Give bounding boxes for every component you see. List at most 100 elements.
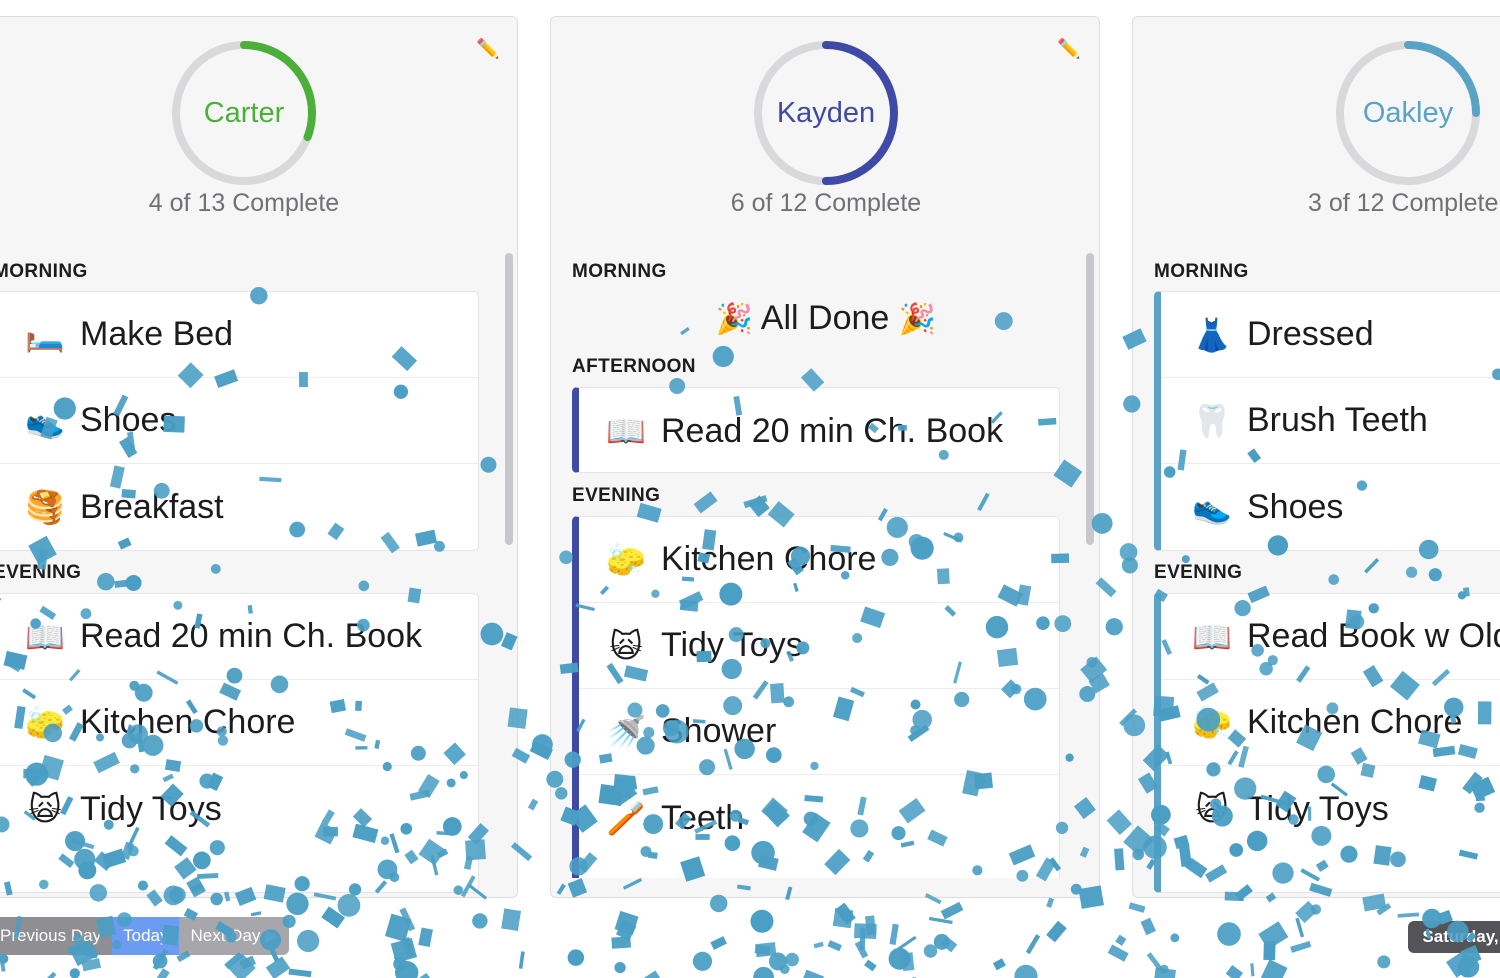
task-item[interactable]: 🙀 Tidy Toys xyxy=(0,766,478,852)
confetti-piece xyxy=(813,941,824,949)
task-item[interactable]: 🛏️ Make Bed xyxy=(0,292,478,378)
progress-ring-arc xyxy=(754,41,898,185)
scrollbar[interactable] xyxy=(505,253,513,545)
confetti-piece xyxy=(1128,902,1146,913)
confetti-piece xyxy=(45,971,57,978)
confetti-piece xyxy=(834,902,856,925)
confetti-piece xyxy=(1457,956,1480,978)
task-label: Read Book w Old xyxy=(1247,617,1500,655)
task-label: Kitchen Chore xyxy=(1247,703,1463,741)
task-item[interactable]: 🧽 Kitchen Chore xyxy=(579,517,1059,603)
task-item[interactable]: 📖 Read Book w Old xyxy=(1161,594,1500,680)
next-day-button[interactable]: Next Day ▶ xyxy=(179,917,290,955)
task-item[interactable]: 🧽 Kitchen Chore xyxy=(1161,680,1500,766)
confetti-piece xyxy=(250,911,262,917)
confetti-piece xyxy=(1295,900,1318,924)
child-name: Oakley xyxy=(1362,96,1454,129)
task-label: Brush Teeth xyxy=(1247,401,1428,439)
progress-ring: Kayden xyxy=(750,37,902,189)
task-item[interactable]: 👟 Shoes xyxy=(0,378,478,464)
confetti-piece xyxy=(753,966,774,978)
previous-day-button[interactable]: Previous Day xyxy=(0,917,113,955)
confetti-piece xyxy=(1025,934,1041,955)
confetti-piece xyxy=(1115,934,1127,946)
task-item[interactable]: 🪥 Teeth xyxy=(579,775,1059,861)
confetti-piece xyxy=(1377,955,1391,969)
confetti-piece xyxy=(1258,921,1289,950)
confetti-piece xyxy=(297,929,320,953)
confetti-piece xyxy=(614,961,626,974)
progress-ring-graphic xyxy=(1336,41,1480,185)
confetti-piece xyxy=(1263,941,1276,961)
confetti-piece xyxy=(395,960,419,978)
current-date-label: Saturday, No xyxy=(1408,921,1500,953)
progress-ring: Carter xyxy=(168,37,320,189)
task-label: Kitchen Chore xyxy=(80,703,296,741)
task-list-evening: 📖 Read Book w Old 🧽 Kitchen Chore 🙀 Tidy… xyxy=(1154,593,1500,893)
tooth-icon: 🦷 xyxy=(1192,402,1232,439)
confetti-piece xyxy=(940,936,958,953)
confetti-piece xyxy=(288,968,312,978)
confetti-piece xyxy=(1397,912,1420,918)
confetti-piece xyxy=(518,951,525,969)
confetti-piece xyxy=(227,953,256,978)
section-header-morning: MORNING xyxy=(1154,261,1249,282)
confetti-piece xyxy=(1376,902,1392,916)
task-item[interactable]: 👗 Dressed xyxy=(1161,292,1500,378)
task-list-morning: 👗 Dressed 🦷 Brush Teeth 👟 Shoes xyxy=(1154,291,1500,551)
confetti-piece xyxy=(472,913,488,929)
confetti-piece xyxy=(1014,964,1038,978)
party-popper-icon: 🎉 xyxy=(898,303,937,336)
confetti-piece xyxy=(393,955,408,969)
book-icon: 📖 xyxy=(25,618,65,655)
task-label: Tidy Toys xyxy=(80,789,222,828)
task-item[interactable]: 🥞 Breakfast xyxy=(0,464,478,550)
confetti-piece xyxy=(1295,917,1305,938)
completion-summary: 4 of 13 Complete xyxy=(148,189,340,217)
confetti-piece xyxy=(615,919,637,941)
section-header-evening: EVENING xyxy=(0,562,82,583)
sponge-icon: 🧽 xyxy=(606,541,646,578)
confetti-piece xyxy=(750,909,774,933)
task-item[interactable]: 🧽 Kitchen Chore xyxy=(0,680,478,766)
confetti-piece xyxy=(402,936,414,957)
confetti-piece xyxy=(933,933,950,950)
confetti-piece xyxy=(1159,964,1169,974)
pencil-icon[interactable]: ✏️ xyxy=(476,39,500,60)
task-item[interactable]: 🦷 Brush Teeth xyxy=(1161,378,1500,464)
task-item[interactable]: 📖 Read 20 min Ch. Book xyxy=(0,594,478,680)
sponge-icon: 🧽 xyxy=(1192,704,1232,741)
confetti-piece xyxy=(1217,922,1241,946)
task-item[interactable]: 👟 Shoes xyxy=(1161,464,1500,550)
section-header-afternoon: AFTERNOON xyxy=(572,356,696,377)
confetti-piece xyxy=(1046,897,1055,908)
confetti-piece xyxy=(1046,920,1067,943)
shoe-icon: 👟 xyxy=(1192,489,1232,525)
task-item[interactable]: 🙀 Tidy Toys xyxy=(1161,766,1500,852)
confetti-piece xyxy=(1106,809,1133,836)
today-button[interactable]: Today xyxy=(112,917,180,955)
all-done-label: All Done xyxy=(760,299,890,337)
book-icon: 📖 xyxy=(1192,618,1232,655)
task-label: Shoes xyxy=(80,401,177,439)
shower-icon: 🚿 xyxy=(606,713,646,750)
task-label: Tidy Toys xyxy=(1247,789,1389,828)
section-header-evening: EVENING xyxy=(572,485,661,506)
confetti-piece xyxy=(888,947,911,970)
confetti-piece xyxy=(1250,963,1255,977)
sponge-icon: 🧽 xyxy=(25,704,65,741)
task-item[interactable]: 🚿 Shower xyxy=(579,689,1059,775)
task-label: Read 20 min Ch. Book xyxy=(80,617,423,655)
progress-ring-arc xyxy=(1336,41,1480,185)
confetti-piece xyxy=(1114,848,1125,871)
confetti-piece xyxy=(854,940,869,959)
confetti-piece xyxy=(69,968,80,978)
confetti-piece xyxy=(418,927,433,948)
task-item[interactable]: 📖 Read 20 min Ch. Book xyxy=(579,388,1059,472)
task-item[interactable]: 🙀 Tidy Toys xyxy=(579,603,1059,689)
confetti-piece xyxy=(393,957,407,971)
progress-ring-graphic xyxy=(172,41,316,185)
completion-summary: 3 of 12 Complete xyxy=(1308,189,1499,217)
pencil-icon[interactable]: ✏️ xyxy=(1057,39,1081,60)
scrollbar[interactable] xyxy=(1086,253,1094,545)
